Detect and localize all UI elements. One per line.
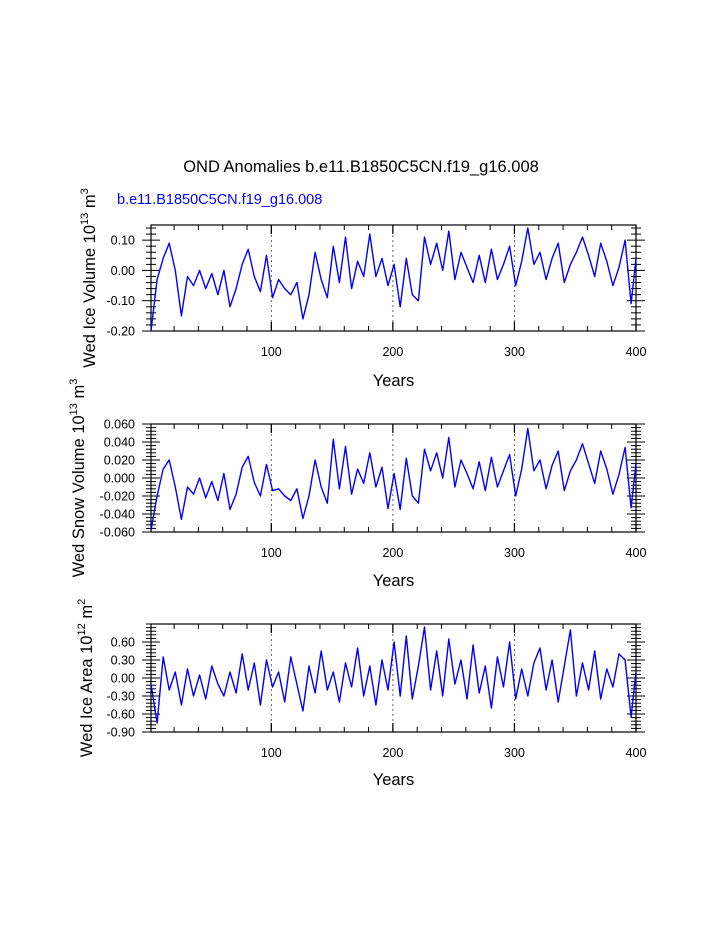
y-axis-label-text: Wed Snow Volume 10 <box>70 415 88 577</box>
data-line <box>150 626 637 724</box>
x-tick-label: 300 <box>504 345 525 359</box>
y-tick-label: 0.00 <box>111 264 135 278</box>
y-tick-label: 0.10 <box>111 234 135 248</box>
y-axis-label-exponent: 12 <box>76 623 88 635</box>
y-axis-label-exponent: 13 <box>79 213 91 225</box>
x-tick-label: 200 <box>382 746 403 760</box>
y-axis-label-unit-exponent: 3 <box>79 188 91 194</box>
chart-panel: 100 200 300 400 -0.20 -0.10 0.00 0.10 Years Wed I… <box>79 188 646 390</box>
y-axis-label-unit: m <box>78 605 96 623</box>
y-axis-label-unit-exponent: 2 <box>76 599 88 605</box>
y-axis-label-unit: m <box>81 194 99 212</box>
y-tick-label: 0.30 <box>111 654 135 668</box>
y-axis-label-exponent: 13 <box>68 403 80 415</box>
y-axis-label-unit: m <box>70 385 88 403</box>
y-tick-label: 0.60 <box>111 636 135 650</box>
y-axis-label-text: Wed Ice Volume 10 <box>81 225 99 368</box>
x-tick-label: 400 <box>626 546 647 560</box>
chart-panel: 100 200 300 400 -0.060 -0.040 -0.020 0.000 0.020… <box>68 379 646 590</box>
x-tick-label: 400 <box>626 345 647 359</box>
x-tick-label: 400 <box>626 746 647 760</box>
plot-frame <box>150 224 637 332</box>
y-tick-label: 0.020 <box>104 454 135 468</box>
figure-title: OND Anomalies b.e11.B1850C5CN.f19_g16.00… <box>183 158 539 176</box>
x-tick-label: 100 <box>261 345 282 359</box>
y-tick-label: -0.040 <box>100 508 135 522</box>
x-tick-label: 200 <box>382 345 403 359</box>
data-line <box>150 427 637 531</box>
y-tick-label: -0.60 <box>107 708 136 722</box>
y-tick-label: 0.060 <box>104 418 135 432</box>
x-tick-label: 100 <box>261 546 282 560</box>
y-axis-label-unit-exponent: 3 <box>68 379 80 385</box>
y-axis-label-text: Wed Ice Area 10 <box>78 636 96 758</box>
x-axis-label: Years <box>373 372 415 390</box>
x-tick-label: 300 <box>504 746 525 760</box>
case-label: b.e11.B1850C5CN.f19_g16.008 <box>117 192 322 208</box>
y-tick-label: -0.90 <box>107 726 136 740</box>
y-tick-label: -0.060 <box>100 526 135 540</box>
y-tick-label: -0.10 <box>107 294 136 308</box>
y-tick-label: 0.040 <box>104 436 135 450</box>
y-tick-label: -0.20 <box>107 325 136 339</box>
x-axis-label: Years <box>373 771 415 789</box>
data-line <box>150 227 637 332</box>
x-tick-label: 300 <box>504 546 525 560</box>
x-tick-label: 100 <box>261 746 282 760</box>
x-axis-label: Years <box>373 572 415 590</box>
panels-group: 100 200 300 400 -0.20 -0.10 0.00 0.10 Years Wed I… <box>68 188 646 789</box>
y-axis-label: Wed Ice Area 1012 m2 <box>76 599 96 757</box>
y-tick-label: -0.30 <box>107 690 136 704</box>
y-tick-label: -0.020 <box>100 490 135 504</box>
x-tick-label: 200 <box>382 546 403 560</box>
y-axis-label: Wed Ice Volume 1013 m3 <box>79 188 99 368</box>
y-tick-label: 0.00 <box>111 672 135 686</box>
y-tick-label: 0.000 <box>104 472 135 486</box>
y-axis-label: Wed Snow Volume 1013 m3 <box>68 379 88 578</box>
chart-panel: 100 200 300 400 -0.90 -0.60 -0.30 0.00 0.30 0.60 Y… <box>76 599 646 789</box>
